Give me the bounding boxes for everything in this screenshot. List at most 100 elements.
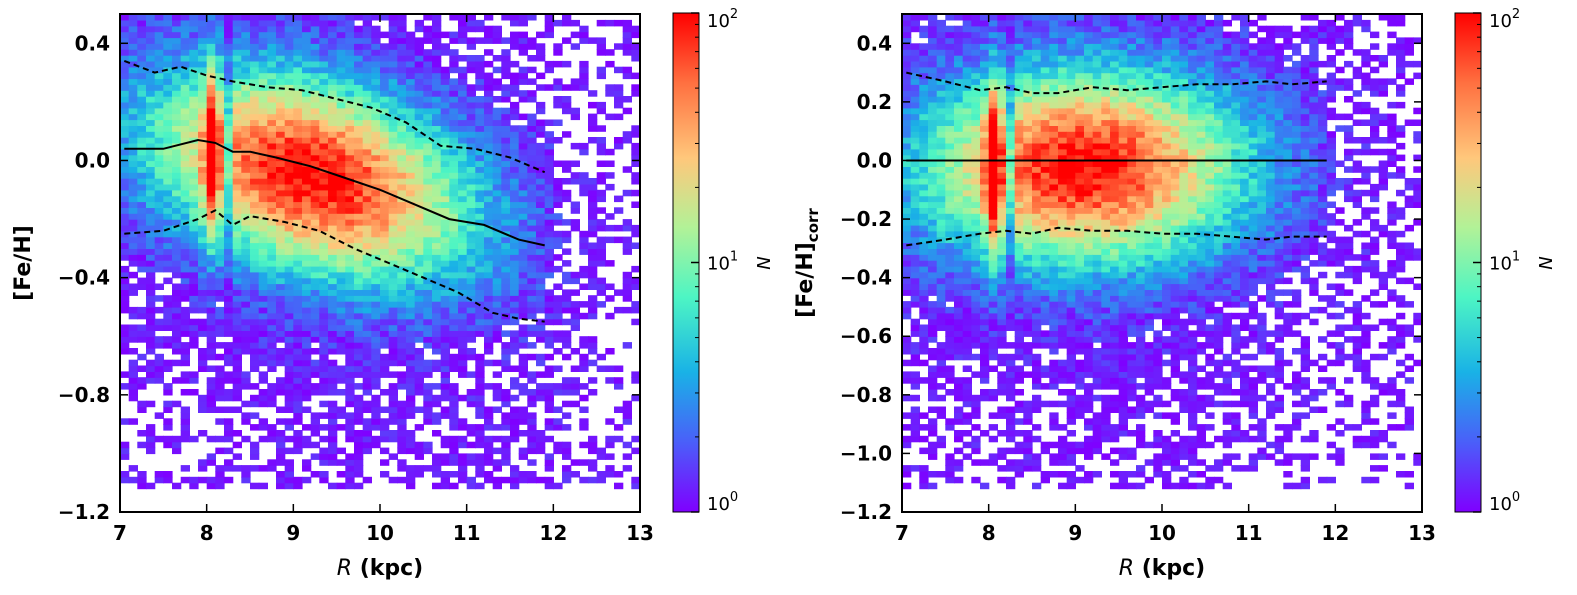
heatmap-cell bbox=[232, 37, 242, 44]
heatmap-cell bbox=[120, 14, 130, 21]
heatmap-cell bbox=[423, 318, 433, 326]
heatmap-cell bbox=[163, 306, 173, 314]
heatmap-cell bbox=[1014, 377, 1024, 384]
heatmap-cell bbox=[241, 476, 251, 484]
heatmap-cell bbox=[997, 324, 1007, 331]
heatmap-cell bbox=[501, 301, 511, 308]
heatmap-cell bbox=[980, 66, 990, 74]
heatmap-cell bbox=[432, 312, 442, 320]
heatmap-cell bbox=[902, 101, 912, 109]
heatmap-cell bbox=[475, 312, 485, 320]
heatmap-cell bbox=[501, 219, 511, 226]
heatmap-cell bbox=[302, 19, 312, 27]
heatmap-cell bbox=[518, 254, 528, 261]
heatmap-cell bbox=[163, 318, 173, 326]
heatmap-cell bbox=[928, 271, 938, 279]
heatmap-cell bbox=[215, 43, 225, 50]
heatmap-cell bbox=[137, 142, 147, 150]
heatmap-cell bbox=[1023, 101, 1033, 109]
heatmap-cell bbox=[544, 148, 554, 156]
heatmap-cell bbox=[579, 265, 589, 273]
heatmap-cell bbox=[406, 371, 416, 378]
heatmap-cell bbox=[475, 254, 485, 261]
heatmap-cell bbox=[198, 394, 208, 402]
heatmap-cell bbox=[954, 148, 964, 156]
heatmap-cell bbox=[276, 37, 286, 44]
heatmap-cell bbox=[928, 283, 938, 290]
heatmap-cell bbox=[527, 283, 537, 290]
heatmap-cell bbox=[232, 154, 242, 162]
heatmap-cell bbox=[936, 318, 946, 326]
heatmap-cell bbox=[501, 265, 511, 273]
heatmap-cell bbox=[388, 248, 398, 255]
heatmap-cell bbox=[137, 125, 147, 132]
heatmap-cell bbox=[250, 125, 260, 132]
heatmap-cell bbox=[954, 96, 964, 103]
heatmap-cell bbox=[224, 254, 234, 261]
heatmap-cell bbox=[146, 49, 156, 56]
heatmap-cell bbox=[120, 154, 130, 162]
heatmap-cell bbox=[224, 55, 234, 62]
heatmap-cell bbox=[388, 201, 398, 208]
heatmap-cell bbox=[423, 389, 433, 396]
heatmap-cell bbox=[527, 154, 537, 162]
heatmap-cell bbox=[206, 365, 216, 372]
heatmap-cell bbox=[936, 359, 946, 367]
heatmap-cell bbox=[232, 201, 242, 208]
heatmap-cell bbox=[954, 476, 964, 484]
heatmap-cell bbox=[328, 441, 338, 449]
heatmap-cell bbox=[484, 348, 494, 355]
heatmap-cell bbox=[180, 60, 190, 68]
heatmap-cell bbox=[414, 96, 424, 103]
heatmap-cell bbox=[189, 14, 199, 21]
heatmap-cell bbox=[1040, 476, 1050, 484]
heatmap-cell bbox=[484, 289, 494, 296]
heatmap-cell bbox=[1032, 137, 1042, 144]
heatmap-cell bbox=[336, 271, 346, 279]
heatmap-cell bbox=[936, 189, 946, 197]
heatmap-cell bbox=[501, 60, 511, 68]
heatmap-cell bbox=[328, 383, 338, 390]
heatmap-cell bbox=[120, 242, 130, 249]
heatmap-cell bbox=[154, 119, 164, 126]
heatmap-cell bbox=[354, 406, 364, 413]
heatmap-cell bbox=[536, 254, 546, 261]
heatmap-cell bbox=[971, 183, 981, 191]
heatmap-cell bbox=[605, 260, 615, 267]
heatmap-cell bbox=[189, 78, 199, 85]
heatmap-cell bbox=[310, 49, 320, 56]
heatmap-cell bbox=[596, 447, 606, 455]
heatmap-cell bbox=[336, 189, 346, 197]
heatmap-cell bbox=[371, 412, 381, 419]
heatmap-cell bbox=[328, 189, 338, 197]
heatmap-cell bbox=[319, 154, 329, 162]
heatmap-cell bbox=[310, 283, 320, 290]
heatmap-cell bbox=[137, 400, 147, 408]
heatmap-cell bbox=[250, 260, 260, 267]
heatmap-cell bbox=[180, 189, 190, 197]
heatmap-cell bbox=[902, 90, 912, 97]
heatmap-cell bbox=[988, 424, 998, 431]
heatmap-cell bbox=[432, 383, 442, 390]
heatmap-cell bbox=[1006, 383, 1016, 390]
heatmap-cell bbox=[988, 207, 998, 214]
heatmap-cell bbox=[1023, 348, 1033, 355]
heatmap-cell bbox=[198, 172, 208, 179]
heatmap-cell bbox=[484, 172, 494, 179]
heatmap-cell bbox=[189, 324, 199, 331]
heatmap-cell bbox=[163, 189, 173, 197]
heatmap-cell bbox=[945, 254, 955, 261]
heatmap-cell bbox=[206, 154, 216, 162]
heatmap-cell bbox=[458, 342, 468, 349]
heatmap-cell bbox=[206, 295, 216, 302]
heatmap-cell bbox=[328, 213, 338, 220]
heatmap-cell bbox=[954, 66, 964, 74]
heatmap-cell bbox=[319, 254, 329, 261]
heatmap-cell bbox=[293, 14, 303, 21]
heatmap-cell bbox=[224, 447, 234, 455]
heatmap-cell bbox=[570, 201, 580, 208]
heatmap-cell bbox=[527, 435, 537, 443]
heatmap-cell bbox=[293, 371, 303, 378]
heatmap-cell bbox=[414, 49, 424, 56]
heatmap-cell bbox=[206, 248, 216, 255]
